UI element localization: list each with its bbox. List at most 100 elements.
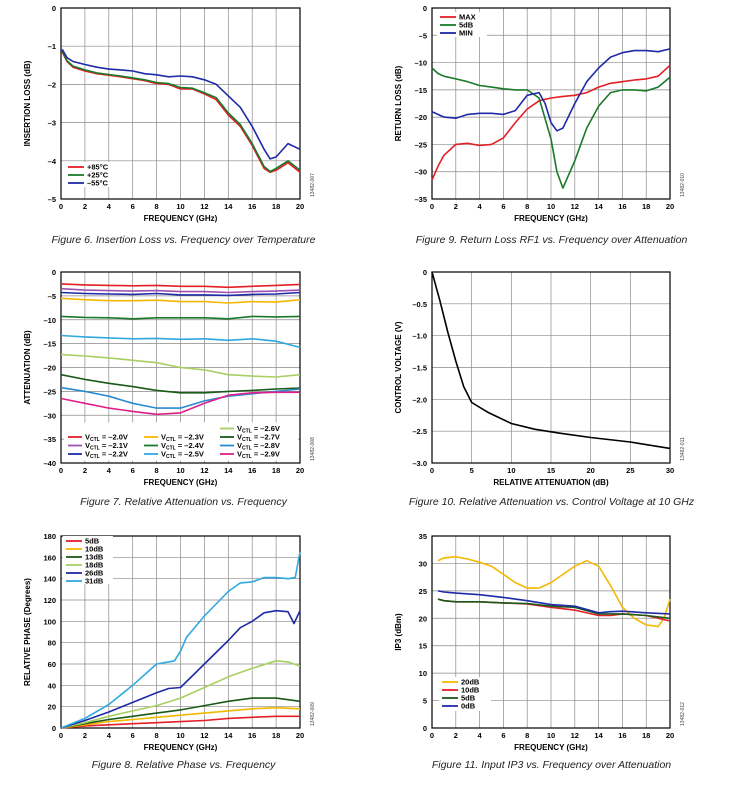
legend-entry: 5dB (459, 21, 474, 30)
y-tick-label: –15 (43, 340, 56, 349)
series-line (60, 353, 301, 378)
x-axis-label: FREQUENCY (GHz) (514, 743, 588, 752)
plot-frame (60, 535, 301, 729)
series-line (431, 64, 671, 181)
x-tick-label: 20 (666, 731, 674, 740)
series-group (60, 551, 301, 729)
y-tick-label: 30 (419, 559, 427, 568)
x-axis-label: FREQUENCY (GHz) (144, 214, 218, 223)
y-tick-label: 10 (419, 669, 427, 678)
legend-entry: VCTL = –2.6V (237, 424, 280, 435)
x-tick-label: 12 (571, 731, 579, 740)
y-tick-label: 20 (419, 614, 427, 623)
x-tick-label: 6 (501, 202, 505, 211)
x-tick-label: 30 (666, 466, 674, 475)
x-tick-label: 16 (248, 466, 256, 475)
x-tick-label: 0 (430, 202, 434, 211)
x-tick-label: 0 (59, 466, 63, 475)
y-tick-label: –1 (48, 42, 56, 51)
series-line (60, 373, 301, 394)
y-tick-label: –5 (419, 31, 427, 40)
legend-entry: 10dB (461, 686, 480, 695)
legend-entry: VCTL = –2.2V (85, 450, 128, 461)
legend-entry: MAX (459, 13, 476, 22)
figure-code: 13482-012 (680, 702, 686, 726)
legend-entry: 18dB (85, 561, 104, 570)
series-group (431, 271, 671, 450)
y-tick-label: –5 (48, 195, 56, 204)
x-tick-label: 14 (224, 466, 233, 475)
y-tick-label: –35 (43, 435, 56, 444)
y-tick-label: 180 (43, 532, 56, 541)
figure-code: 13482-008 (310, 437, 316, 461)
y-axis-label: ATTENUATION (dB) (23, 330, 32, 405)
y-tick-label: –0.5 (412, 300, 427, 309)
legend-background (63, 536, 113, 584)
figure-caption: Figure 10. Relative Attenuation vs. Cont… (408, 496, 695, 508)
legend-entry: +25°C (87, 171, 109, 180)
x-tick-label: 14 (224, 202, 233, 211)
chart-svg: 0 2 4 6 8 10 12 14 16 18 20 0 5 10 15 20 25 30 35 FREQUENCY… (394, 532, 686, 752)
legend-entry: 5dB (85, 537, 100, 546)
legend-entry: MIN (459, 29, 473, 38)
x-tick-label: 4 (478, 731, 483, 740)
series-line (60, 291, 301, 297)
y-tick-label: –4 (48, 157, 57, 166)
y-tick-label: –1.0 (412, 332, 427, 341)
legend-entry: VCTL = –2.8V (237, 441, 280, 452)
y-tick-label: 120 (43, 596, 56, 605)
y-tick-label: –10 (414, 59, 427, 68)
series-line (60, 715, 300, 729)
y-tick-label: –1.5 (412, 364, 427, 373)
figure-caption: Figure 8. Relative Phase vs. Frequency (91, 759, 276, 771)
y-tick-label: –2 (48, 80, 56, 89)
chart-svg: 0 2 4 6 8 10 12 14 16 18 20 0 20 40 60 80 100 120 140 160 18… (23, 532, 316, 752)
x-tick-label: 0 (430, 731, 434, 740)
legend-entry: 0dB (461, 702, 476, 711)
x-tick-label: 20 (296, 731, 304, 740)
figure-caption: Figure 6. Insertion Loss vs. Frequency o… (51, 234, 316, 246)
x-tick-label: 14 (224, 731, 233, 740)
y-tick-label: 20 (48, 703, 56, 712)
figure-code: 13482-011 (680, 437, 686, 461)
series-line (60, 334, 301, 349)
legend-entry: 13dB (85, 553, 104, 562)
chart-insertion-loss: 0 2 4 6 8 10 12 14 16 18 20 0 –1 –2 –3 –4 –5 FREQUENCY (G… (0, 0, 367, 262)
y-tick-label: –2.5 (412, 427, 427, 436)
y-axis-label: CONTROL VOLTAGE (V) (394, 321, 403, 413)
x-tick-label: 18 (642, 731, 650, 740)
x-tick-label: 20 (296, 466, 304, 475)
y-tick-label: –3.0 (412, 459, 427, 468)
y-tick-label: 140 (43, 575, 56, 584)
legend-entry: 20dB (461, 678, 480, 687)
y-tick-label: 0 (423, 724, 427, 733)
x-tick-label: 10 (507, 466, 515, 475)
x-tick-label: 16 (618, 731, 626, 740)
series-line (60, 706, 301, 729)
x-tick-label: 6 (131, 466, 135, 475)
x-tick-label: 18 (272, 202, 280, 211)
x-tick-label: 0 (430, 466, 434, 475)
x-tick-label: 12 (200, 466, 208, 475)
legend-entry: +85°C (87, 163, 109, 172)
x-tick-label: 15 (547, 466, 555, 475)
chart-svg: 0 2 4 6 8 10 12 14 16 18 20 0 –1 –2 –3 –4 –5 FREQUENCY (G… (23, 4, 316, 223)
x-tick-label: 10 (176, 466, 184, 475)
y-axis-label: RETURN LOSS (dB) (394, 65, 403, 141)
x-tick-label: 18 (642, 202, 650, 211)
x-tick-label: 18 (272, 466, 280, 475)
x-tick-label: 4 (107, 202, 112, 211)
x-tick-label: 8 (525, 202, 529, 211)
x-tick-label: 20 (666, 202, 674, 211)
figure-code: 13482-007 (310, 173, 316, 197)
chart-return-loss: 0 2 4 6 8 10 12 14 16 18 20 0 –5 –10 –15 –20 –25 –30 –35 FR… (368, 0, 735, 262)
x-tick-label: 16 (618, 202, 626, 211)
y-tick-label: –3 (48, 119, 56, 128)
x-tick-label: 4 (478, 202, 483, 211)
plot-frame (431, 535, 671, 729)
plot-frame (60, 271, 301, 464)
figure-caption: Figure 11. Input IP3 vs. Frequency over … (431, 759, 672, 771)
chart-relative-phase: 0 2 4 6 8 10 12 14 16 18 20 0 20 40 60 80 100 120 140 160 18… (0, 524, 367, 786)
